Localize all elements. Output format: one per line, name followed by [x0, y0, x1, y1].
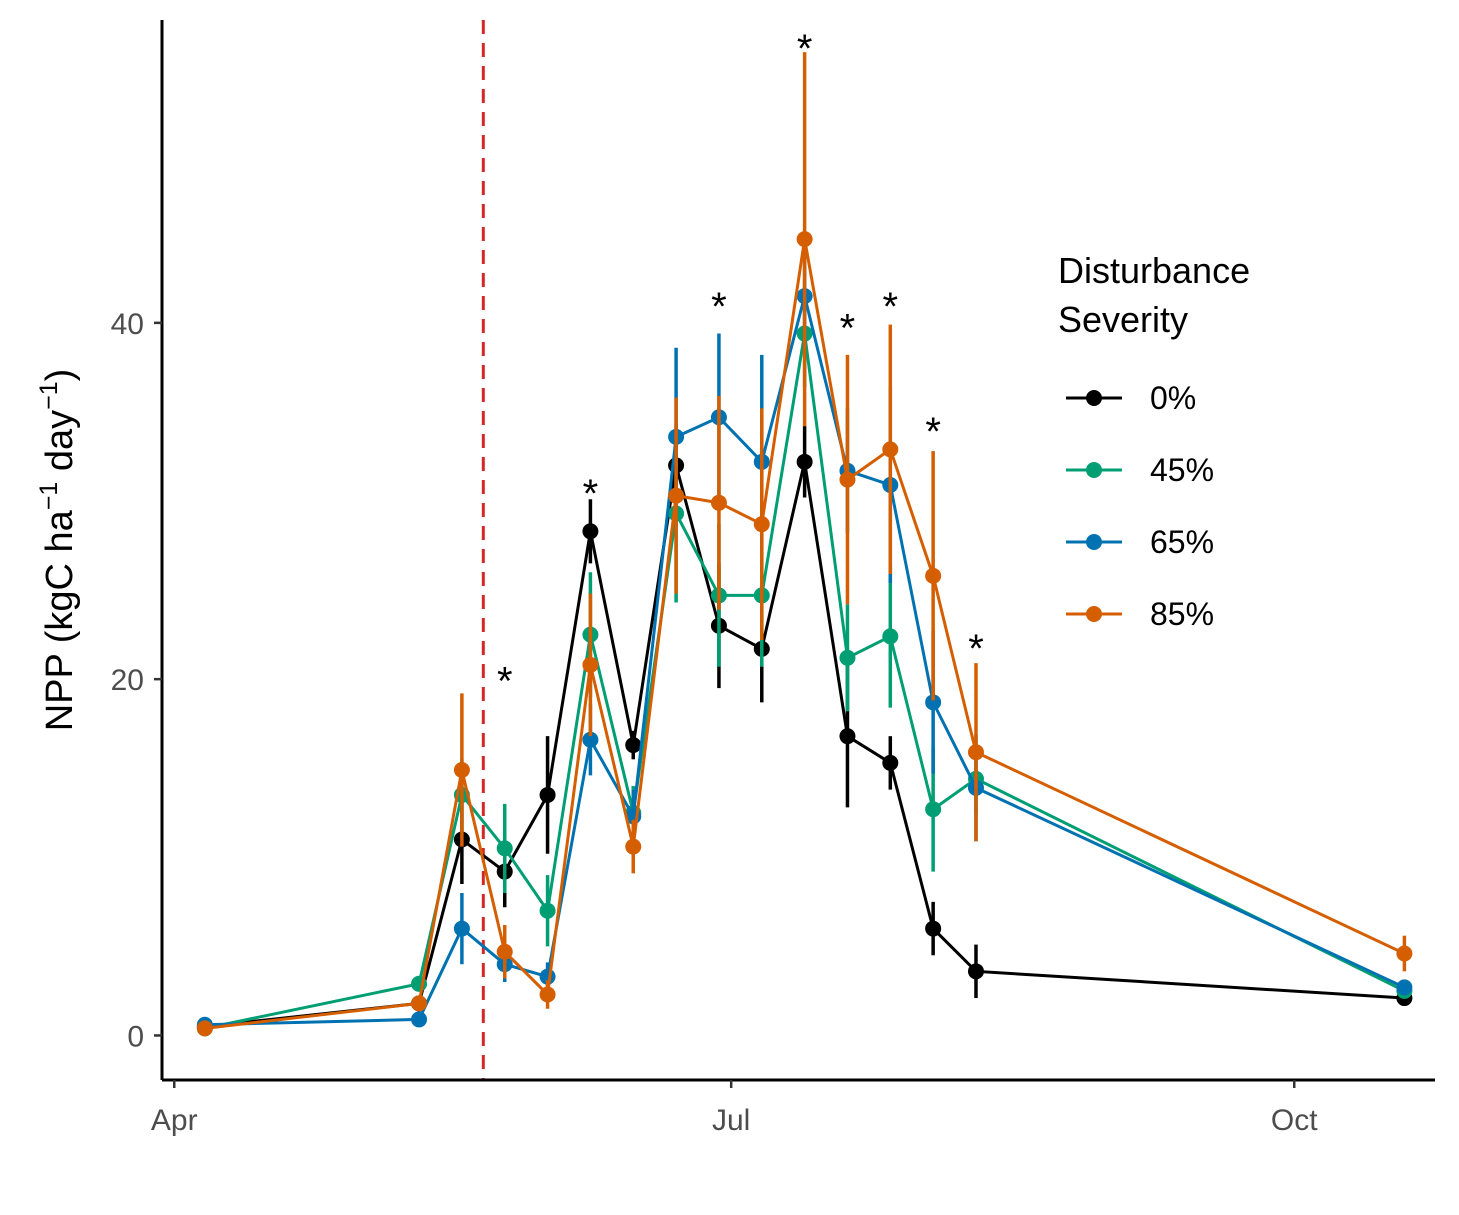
y-tick-label: 40: [111, 308, 144, 341]
significance-marker: *: [925, 410, 941, 454]
x-tick-label: Apr: [151, 1104, 198, 1137]
significance-marker: *: [797, 27, 813, 71]
data-point: [411, 1011, 428, 1028]
data-point: [839, 649, 856, 666]
data-point: [796, 231, 813, 248]
data-point: [411, 995, 428, 1012]
data-point: [496, 840, 513, 857]
data-point: [453, 762, 470, 779]
data-point: [668, 487, 685, 504]
series-0pct: [196, 426, 1413, 1035]
legend-label: 65%: [1150, 524, 1214, 560]
series-85pct: [196, 52, 1413, 1037]
legend-marker: [1086, 534, 1102, 550]
data-point: [1396, 979, 1413, 996]
legend-marker: [1086, 390, 1102, 406]
legend-title-line1: Disturbance: [1058, 250, 1250, 291]
series-line: [204, 238, 1406, 1030]
data-point: [882, 441, 899, 458]
series-line: [204, 295, 1406, 1027]
legend-item: 65%: [1066, 524, 1214, 560]
data-point: [625, 737, 642, 754]
legend-item: 85%: [1066, 596, 1214, 632]
data-point: [882, 754, 899, 771]
data-point: [196, 1020, 213, 1037]
data-point: [582, 523, 599, 540]
data-point: [925, 801, 942, 818]
legend-label: 0%: [1150, 380, 1196, 416]
data-point: [625, 838, 642, 855]
data-point: [967, 744, 984, 761]
data-point: [453, 920, 470, 937]
data-point: [582, 731, 599, 748]
legend-item: 45%: [1066, 452, 1214, 488]
legend-marker: [1086, 462, 1102, 478]
data-point: [582, 656, 599, 673]
series-line: [204, 461, 1405, 1029]
legend-title-line2: Severity: [1058, 299, 1188, 340]
axes: 0 20 40 Apr Jul Oct: [111, 308, 1319, 1137]
series-line: [204, 333, 1406, 1030]
legend: Disturbance Severity 0% 45% 65% 85%: [1058, 250, 1250, 632]
significance-marker: *: [497, 659, 513, 703]
significance-marker: *: [968, 627, 984, 671]
y-axis-title: NPP (kgC ha−1 day−1): [35, 369, 81, 732]
significance-marker: *: [711, 285, 727, 329]
data-point: [539, 902, 556, 919]
data-point: [967, 963, 984, 980]
data-point: [839, 728, 856, 745]
legend-label: 45%: [1150, 452, 1214, 488]
y-tick-label: 20: [111, 664, 144, 697]
legend-item: 0%: [1066, 380, 1196, 416]
data-point: [539, 986, 556, 1003]
data-point: [1396, 945, 1413, 962]
data-point: [753, 516, 770, 533]
data-point: [839, 471, 856, 488]
legend-label: 85%: [1150, 596, 1214, 632]
data-point: [496, 943, 513, 960]
data-point: [882, 628, 899, 645]
y-tick-label: 0: [127, 1020, 144, 1053]
plot-area: * * * * * * * *: [196, 20, 1413, 1080]
significance-marker: *: [883, 285, 899, 329]
x-tick-label: Oct: [1271, 1104, 1318, 1137]
data-point: [796, 453, 813, 470]
legend-marker: [1086, 606, 1102, 622]
data-point: [925, 920, 942, 937]
data-point: [539, 786, 556, 803]
data-point: [925, 567, 942, 584]
data-point: [710, 494, 727, 511]
x-tick-label: Jul: [712, 1104, 750, 1137]
significance-marker: *: [583, 472, 599, 516]
significance-marker: *: [840, 307, 856, 351]
data-point: [925, 694, 942, 711]
